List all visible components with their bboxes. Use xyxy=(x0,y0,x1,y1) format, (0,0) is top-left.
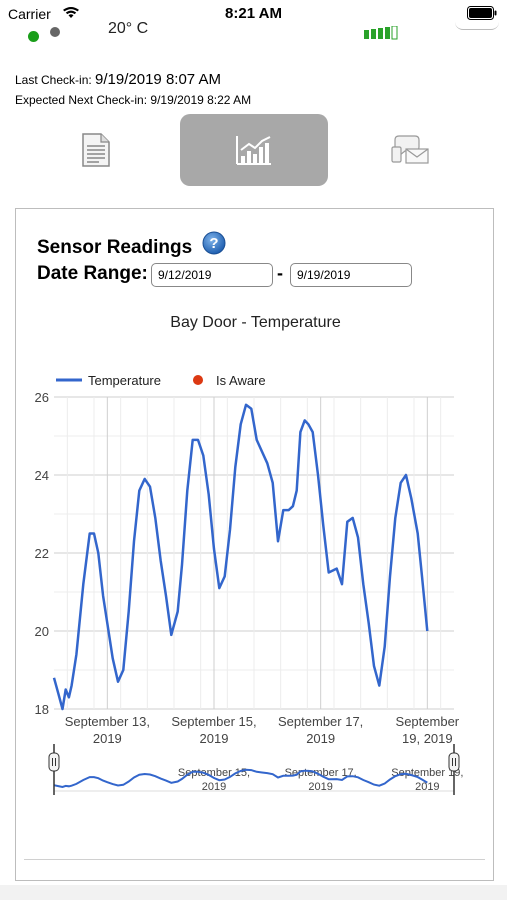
bottom-strip xyxy=(0,885,507,900)
x-tick-label: September 17, xyxy=(278,714,363,729)
date-range-label: Date Range: xyxy=(37,263,148,284)
sensor-readings-panel: Sensor Readings ? Date Range: - Bay Door… xyxy=(15,208,494,881)
y-tick-label: 22 xyxy=(35,546,49,561)
date-range-separator: - xyxy=(277,263,283,283)
panel-divider xyxy=(24,859,485,860)
y-tick-label: 20 xyxy=(35,624,49,639)
date-to-input[interactable] xyxy=(290,263,412,287)
expected-checkin-label: Expected Next Check-in: xyxy=(15,93,148,107)
notification-icon xyxy=(391,135,429,164)
legend-label: Is Aware xyxy=(216,373,266,388)
x-tick-label: 19, 2019 xyxy=(402,731,453,746)
x-tick-label: 2019 xyxy=(200,731,229,746)
view-tabs xyxy=(0,114,507,186)
chart-icon xyxy=(236,136,271,165)
y-tick-label: 24 xyxy=(35,468,49,483)
sensor-status-icon xyxy=(50,27,60,37)
navigator-tick-label: 2019 xyxy=(202,781,226,793)
expected-checkin-value: 9/19/2019 8:22 AM xyxy=(150,93,252,107)
x-axis-ticks: September 13, 2019 September 15, 2019 Septem… xyxy=(65,714,460,746)
temperature-reading: 20° C xyxy=(108,20,149,37)
help-icon[interactable]: ? xyxy=(202,231,226,260)
tab-notifications[interactable] xyxy=(374,114,446,186)
tab-chart[interactable] xyxy=(180,114,328,186)
y-tick-label: 18 xyxy=(35,702,49,717)
handle-grip xyxy=(48,752,60,772)
x-tick-label: September xyxy=(396,714,460,729)
last-checkin-value: 9/19/2019 8:07 AM xyxy=(95,71,221,88)
svg-text:?: ? xyxy=(209,235,218,252)
chart-legend: Temperature Is Aware xyxy=(56,373,266,388)
x-tick-label: September 13, xyxy=(65,714,150,729)
panel-title: Sensor Readings xyxy=(37,237,193,258)
handle-grip xyxy=(448,752,460,772)
navigator-left-handle[interactable] xyxy=(48,744,60,795)
legend-dot-marker xyxy=(193,375,203,385)
chart-title: Bay Door - Temperature xyxy=(170,314,341,331)
x-tick-label: September 15, xyxy=(171,714,256,729)
document-icon xyxy=(82,133,110,167)
navigator-right-handle[interactable] xyxy=(448,744,460,795)
temperature-chart: Temperature Is Aware 18 20 22 24 26 September… xyxy=(35,373,463,795)
temperature-series-line xyxy=(52,403,429,711)
signal-strength-icon xyxy=(364,25,406,45)
clock: 8:21 AM xyxy=(225,5,282,22)
navigator-tick-label: 2019 xyxy=(308,781,332,793)
sensor-status-row xyxy=(0,20,507,46)
last-checkin: Last Check-in: 9/19/2019 8:07 AM xyxy=(15,72,221,88)
navigator-tick-label: September 17, xyxy=(285,767,357,779)
last-checkin-label: Last Check-in: xyxy=(15,73,92,87)
carrier-label: Carrier xyxy=(8,6,51,22)
navigator-series-line xyxy=(53,768,428,789)
plot-area xyxy=(52,403,429,711)
navigator-tick-label: September 19, xyxy=(391,767,463,779)
legend-label: Temperature xyxy=(88,373,161,388)
wifi-icon xyxy=(62,6,80,24)
status-bar: Carrier 8:21 AM xyxy=(0,0,507,26)
y-tick-label: 26 xyxy=(35,390,49,405)
date-from-input[interactable] xyxy=(151,263,273,287)
navigator-tick-label: 2019 xyxy=(415,781,439,793)
divider-arc xyxy=(455,14,499,30)
online-status-icon xyxy=(28,31,39,42)
expected-checkin: Expected Next Check-in: 9/19/2019 8:22 A… xyxy=(15,93,251,107)
x-tick-label: 2019 xyxy=(306,731,335,746)
tab-details[interactable] xyxy=(60,114,132,186)
x-tick-label: 2019 xyxy=(93,731,122,746)
y-axis-ticks: 18 20 22 24 26 xyxy=(35,390,49,717)
